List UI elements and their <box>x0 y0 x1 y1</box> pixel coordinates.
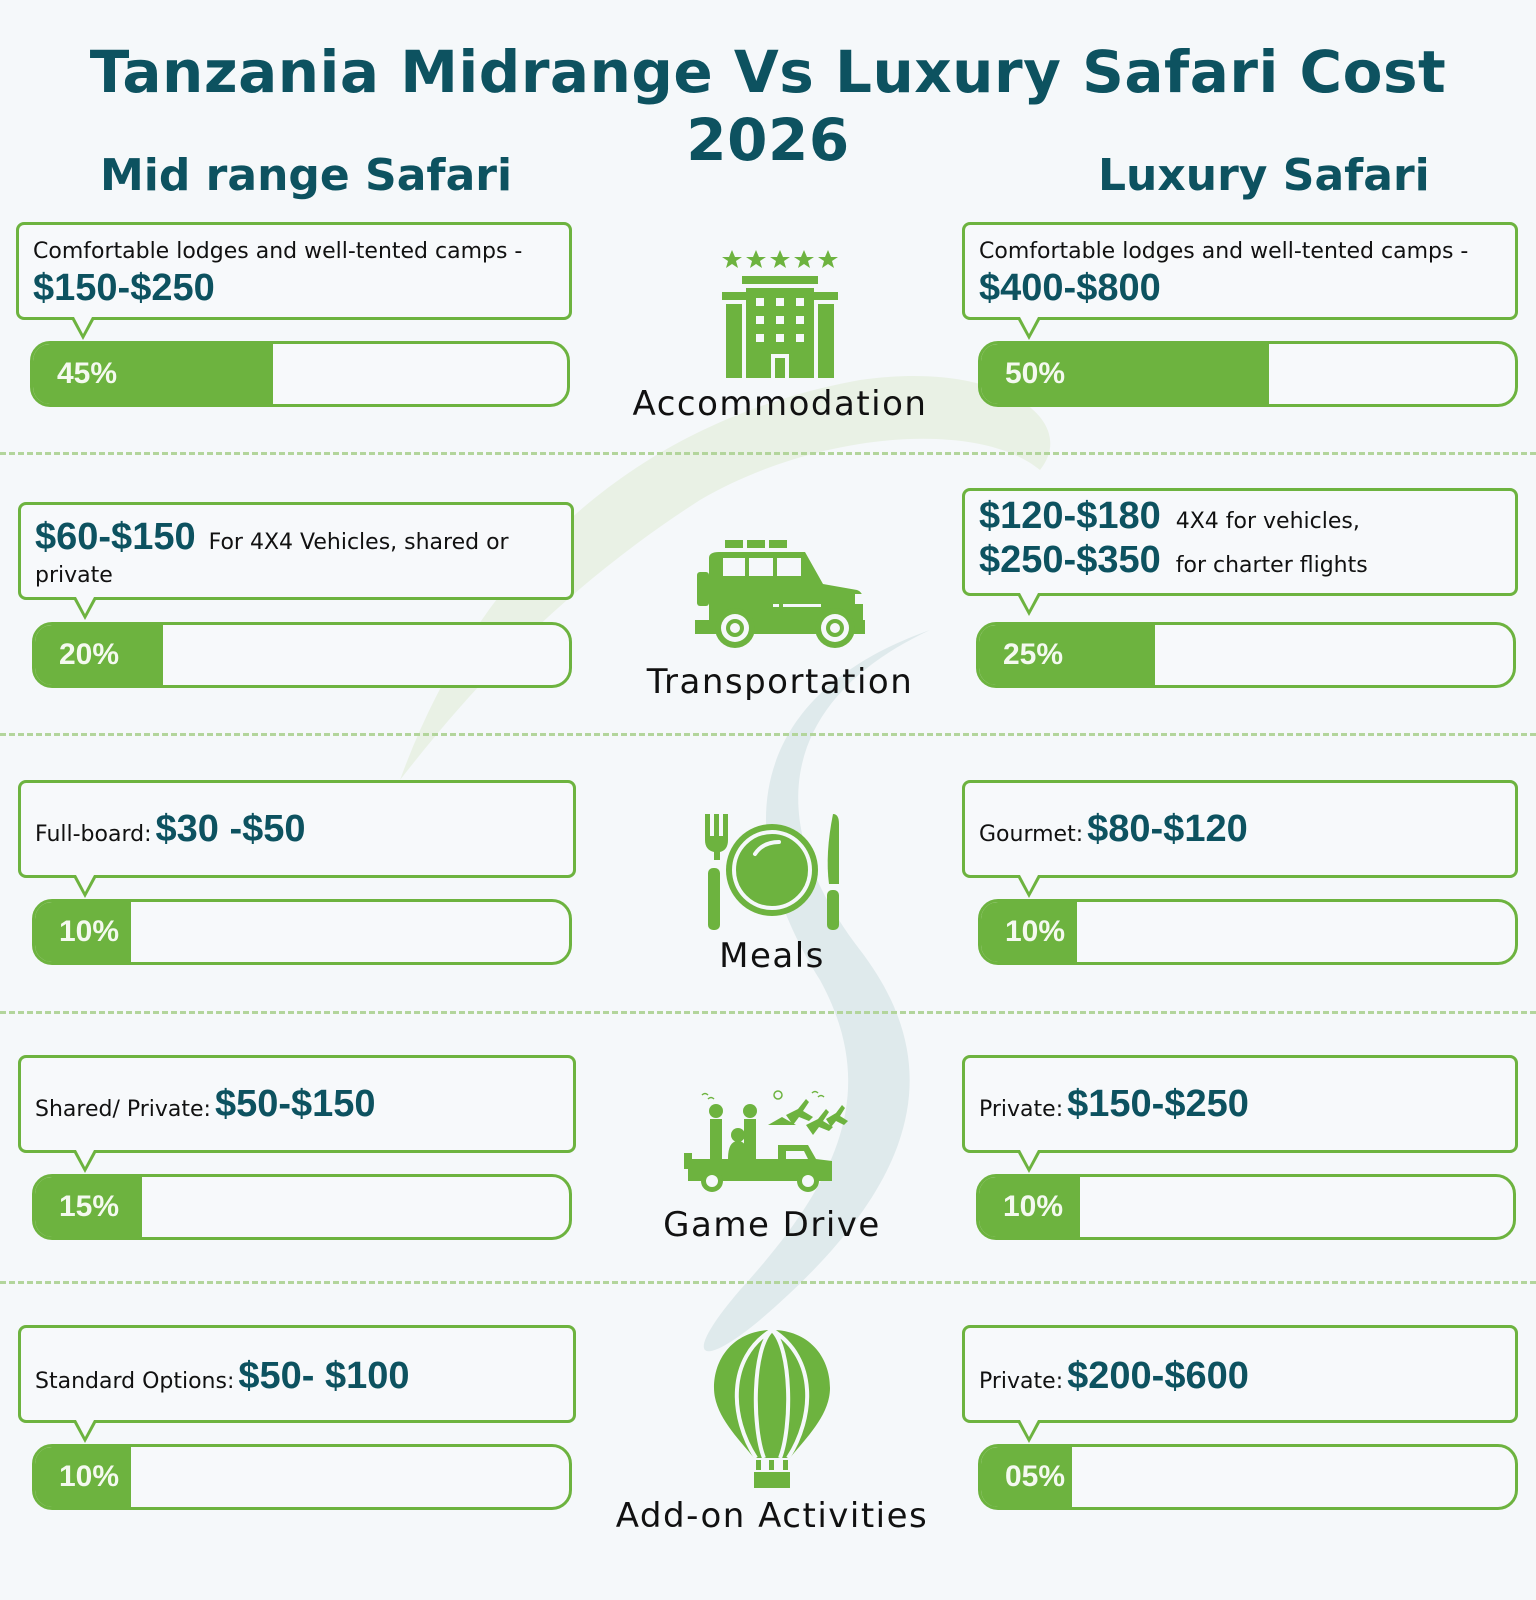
bar-fill: 20% <box>35 625 164 685</box>
section-divider <box>0 452 1536 455</box>
bar-fill: 50% <box>981 344 1270 404</box>
section-divider <box>0 1281 1536 1284</box>
section-divider <box>0 733 1536 736</box>
percent-label: 05% <box>1005 1460 1066 1493</box>
percent-label: 10% <box>1003 1190 1064 1223</box>
bar-fill: 10% <box>35 1447 132 1507</box>
midrange-add-on-activities-callout: Standard Options: $50- $100 <box>18 1325 576 1443</box>
midrange-game-drive-callout: Shared/ Private: $50-$150 <box>18 1055 576 1173</box>
price-range: $50-$150 <box>214 1083 376 1125</box>
section-divider <box>0 1011 1536 1014</box>
midrange-accommodation-bar: 45% <box>30 341 570 407</box>
luxury-meals-callout: Gourmet: $80-$120 <box>962 780 1518 898</box>
description-text: Comfortable lodges and well-tented camps… <box>979 239 1469 264</box>
category-meals: Meals <box>612 812 932 976</box>
midrange-column-heading: Mid range Safari <box>100 150 513 201</box>
midrange-meals-bar: 10% <box>32 899 572 965</box>
bar-fill: 10% <box>979 1177 1081 1237</box>
tier-label: Private: <box>979 1097 1064 1122</box>
luxury-transportation-callout: $120-$180 4X4 for vehicles, $250-$350 fo… <box>962 488 1518 616</box>
price-range: $30 -$50 <box>155 808 306 850</box>
midrange-accommodation-callout: Comfortable lodges and well-tented camps… <box>16 222 572 340</box>
luxury-column-heading: Luxury Safari <box>1098 150 1430 201</box>
category-transportation: Transportation <box>620 538 940 702</box>
tier-label: Full-board: <box>35 822 152 847</box>
percent-label: 10% <box>59 915 120 948</box>
tier-label: Standard Options: <box>35 1369 235 1394</box>
bar-fill: 10% <box>981 902 1078 962</box>
price-range: $50- $100 <box>238 1355 410 1397</box>
category-accommodation: Accommodation <box>620 250 940 424</box>
charter-description-text: for charter flights <box>1175 552 1368 578</box>
luxury-add-on-activities-callout: Private: $200-$600 <box>962 1325 1518 1443</box>
luxury-meals-bar: 10% <box>978 899 1518 965</box>
hot-air-balloon-icon <box>714 1328 830 1488</box>
category-label: Transportation <box>646 662 914 702</box>
hotel-five-star-icon <box>722 250 838 378</box>
luxury-accommodation-bar: 50% <box>978 341 1518 407</box>
tier-label: Gourmet: <box>979 822 1084 847</box>
price-range: $80-$120 <box>1087 808 1248 850</box>
category-label: Meals <box>719 936 825 976</box>
percent-label: 25% <box>1003 638 1064 671</box>
midrange-game-drive-bar: 15% <box>32 1174 572 1240</box>
luxury-add-on-activities-bar: 05% <box>978 1444 1518 1510</box>
midrange-transportation-callout: $60-$150 For 4X4 Vehicles, shared or pri… <box>18 502 574 620</box>
luxury-transportation-bar: 25% <box>976 622 1516 688</box>
game-drive-truck-icon <box>684 1090 848 1192</box>
category-game-drive: Game Drive <box>612 1085 932 1245</box>
price-range: $120-$180 <box>979 495 1161 537</box>
bar-fill: 15% <box>35 1177 142 1237</box>
category-add-on-activities: Add-on Activities <box>612 1328 932 1536</box>
price-range: $150-$250 <box>1067 1083 1249 1125</box>
percent-label: 50% <box>1005 357 1066 390</box>
percent-label: 15% <box>59 1190 120 1223</box>
category-label: Add-on Activities <box>615 1496 929 1536</box>
midrange-add-on-activities-bar: 10% <box>32 1444 572 1510</box>
percent-label: 20% <box>59 638 120 671</box>
safari-jeep-icon <box>695 540 865 648</box>
luxury-accommodation-callout: Comfortable lodges and well-tented camps… <box>962 222 1518 340</box>
plate-fork-knife-icon <box>705 814 839 930</box>
luxury-game-drive-callout: Private: $150-$250 <box>962 1055 1518 1173</box>
tier-label: Shared/ Private: <box>35 1097 211 1122</box>
category-label: Game Drive <box>663 1205 881 1245</box>
category-label: Accommodation <box>632 384 928 424</box>
price-range: $150-$250 <box>33 266 215 309</box>
percent-label: 10% <box>59 1460 120 1493</box>
midrange-meals-callout: Full-board: $30 -$50 <box>18 780 576 898</box>
tier-label: Private: <box>979 1369 1064 1394</box>
midrange-transportation-bar: 20% <box>32 622 572 688</box>
luxury-game-drive-bar: 10% <box>976 1174 1516 1240</box>
bar-fill: 05% <box>981 1447 1072 1507</box>
bar-fill: 45% <box>33 344 274 404</box>
price-range: $400-$800 <box>979 266 1161 309</box>
description-text: Comfortable lodges and well-tented camps… <box>33 239 523 264</box>
charter-price-range: $250-$350 <box>979 538 1161 581</box>
price-range: $200-$600 <box>1067 1355 1249 1397</box>
price-range: $60-$150 <box>35 516 196 558</box>
page-title: Tanzania Midrange Vs Luxury Safari Cost … <box>89 38 1447 174</box>
bar-fill: 25% <box>979 625 1156 685</box>
percent-label: 10% <box>1005 915 1066 948</box>
bar-fill: 10% <box>35 902 132 962</box>
description-text: 4X4 for vehicles, <box>1175 509 1360 534</box>
percent-label: 45% <box>57 357 118 390</box>
